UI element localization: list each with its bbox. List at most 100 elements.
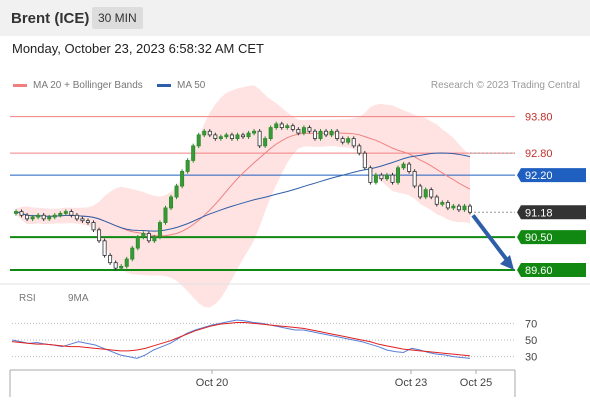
candle-body	[119, 265, 124, 269]
candle-body	[52, 214, 57, 218]
candle-body	[329, 130, 334, 136]
candle-body	[74, 214, 79, 220]
candle-body	[434, 196, 439, 205]
candle-body	[351, 138, 356, 147]
ma50-swatch-icon	[157, 84, 171, 87]
candle-body	[401, 163, 406, 169]
level-label-box	[517, 263, 586, 277]
candle-body	[58, 213, 63, 216]
instrument-title: Brent (ICE)	[11, 10, 90, 27]
rsi-tick-30: 30	[525, 352, 537, 364]
candle-body	[268, 127, 273, 139]
forecast-arrow-head-icon	[500, 255, 514, 270]
candle-body	[451, 205, 456, 209]
candle-body	[407, 163, 412, 172]
candle-body	[240, 134, 245, 138]
candle-body	[423, 189, 428, 198]
legend-9ma: 9MA	[62, 293, 89, 304]
candle-body	[180, 171, 185, 187]
candle-body	[69, 211, 74, 216]
candle-body	[246, 132, 251, 138]
candle-body	[318, 130, 323, 139]
header-bar: Brent (ICE) 30 MIN	[0, 0, 590, 36]
timestamp: Monday, October 23, 2023 6:58:32 AM CET	[12, 41, 264, 56]
candle-body	[102, 240, 107, 256]
candle-body	[97, 229, 102, 242]
candle-body	[113, 262, 118, 269]
candle-body	[412, 171, 417, 187]
candle-body	[174, 185, 179, 198]
candle-body	[157, 222, 162, 238]
candle-body	[141, 233, 146, 238]
candle-body	[274, 123, 279, 129]
copyright: Research © 2023 Trading Central	[430, 80, 580, 91]
candle-body	[152, 236, 157, 242]
candle-body	[263, 138, 268, 147]
candle-body	[373, 174, 378, 183]
candle-body	[130, 247, 135, 260]
candle-body	[124, 258, 129, 267]
x-tick-label: Oct 20	[196, 377, 228, 389]
level-label-89.60: 89.60	[525, 265, 553, 277]
candle-body	[335, 130, 340, 139]
level-label-93.80: 93.80	[525, 112, 553, 124]
rsi-series-9ma	[11, 322, 471, 357]
candle-body	[224, 134, 229, 138]
candle-body	[229, 134, 234, 139]
level-label-92.20: 92.20	[525, 170, 553, 182]
interval-badge[interactable]: 30 MIN	[92, 7, 143, 29]
candle-body	[340, 138, 345, 143]
candle-body	[30, 216, 35, 220]
candle-body	[13, 211, 18, 214]
candle-body	[108, 254, 113, 264]
candle-body	[379, 174, 384, 180]
candle-body	[41, 214, 46, 220]
bollinger-band	[16, 85, 470, 308]
candle-body	[301, 127, 306, 134]
legend-ma50-label: MA 50	[177, 80, 206, 91]
candle-body	[91, 222, 96, 231]
candle-body	[445, 202, 450, 209]
candle-body	[290, 125, 295, 130]
candle-body	[19, 211, 24, 216]
legend-ma20: MA 20 + Bollinger Bands	[13, 80, 143, 91]
forecast-arrow	[471, 214, 512, 266]
rsi-series-rsi	[11, 319, 471, 359]
candle-body	[357, 145, 362, 154]
candle-body	[163, 207, 168, 223]
candle-body	[362, 152, 367, 169]
candle-body	[169, 196, 174, 209]
rsi-tick-70: 70	[525, 318, 537, 330]
candle-body	[312, 130, 317, 139]
x-tick-label: Oct 23	[395, 377, 427, 389]
level-label-92.80: 92.80	[525, 148, 553, 160]
candle-body	[307, 127, 312, 132]
candle-body	[146, 233, 151, 242]
level-label-box	[517, 205, 586, 220]
candle-body	[80, 218, 85, 222]
candle-body	[429, 189, 434, 198]
candle-body	[202, 130, 207, 136]
ma50-line	[15, 152, 471, 232]
candle-body	[279, 123, 284, 129]
level-label-90.50: 90.50	[525, 232, 553, 244]
candle-body	[85, 220, 90, 223]
candle-body	[36, 214, 41, 218]
candle-body	[440, 202, 445, 205]
candle-body	[47, 216, 52, 220]
candle-body	[63, 211, 68, 214]
legend-rsi-label: RSI	[19, 293, 36, 304]
candle-body	[257, 130, 262, 147]
candle-body	[467, 205, 472, 213]
legend-rsi: RSI	[13, 293, 36, 304]
candle-body	[296, 129, 301, 134]
candle-body	[196, 134, 201, 147]
candle-body	[213, 134, 218, 139]
level-label-box	[517, 230, 586, 245]
candle-body	[418, 185, 423, 198]
candle-body	[218, 136, 223, 139]
candle-body	[185, 160, 190, 172]
candle-body	[207, 130, 212, 136]
candle-body	[390, 174, 395, 183]
